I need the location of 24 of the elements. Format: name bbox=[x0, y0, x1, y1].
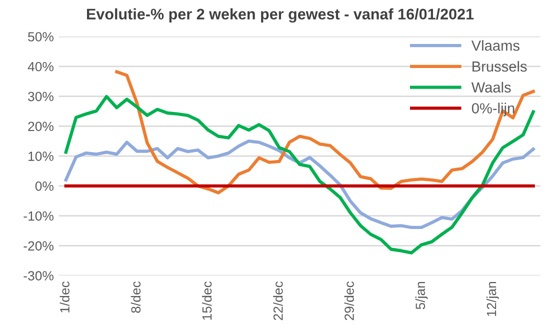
y-tick-label: 50% bbox=[28, 32, 54, 42]
y-tick-label: -30% bbox=[24, 271, 54, 280]
y-tick-label: 10% bbox=[28, 152, 54, 161]
y-tick-label: -10% bbox=[24, 211, 54, 221]
x-tick-label: 12/jan bbox=[486, 282, 499, 316]
x-tick-label: 1/dec bbox=[60, 281, 70, 312]
line-series bbox=[115, 70, 535, 194]
x-tick-label: 22/dec bbox=[273, 281, 283, 320]
line-series bbox=[64, 140, 535, 230]
y-tick-label: 30% bbox=[28, 92, 54, 102]
legend-label: Waals bbox=[471, 82, 511, 93]
chart-title: Evolutie-% per 2 weken per gewest - vanaf 16/01/2021 bbox=[87, 8, 474, 23]
y-tick-label: 20% bbox=[28, 122, 54, 132]
y-tick-label: 0% bbox=[35, 181, 54, 191]
line-series bbox=[64, 94, 535, 254]
legend-label: Vlaams bbox=[471, 40, 520, 51]
x-tick-label: 29/dec bbox=[344, 281, 354, 320]
legend-label: 0%-lijn bbox=[472, 102, 514, 116]
legend-label: Brussels bbox=[472, 60, 527, 72]
y-tick-label: -20% bbox=[24, 241, 54, 251]
x-tick-label: 8/dec bbox=[130, 281, 141, 313]
y-tick-label: 40% bbox=[28, 62, 54, 72]
x-tick-label: 5/jan bbox=[415, 282, 428, 310]
x-tick-label: 15/dec bbox=[202, 281, 212, 320]
